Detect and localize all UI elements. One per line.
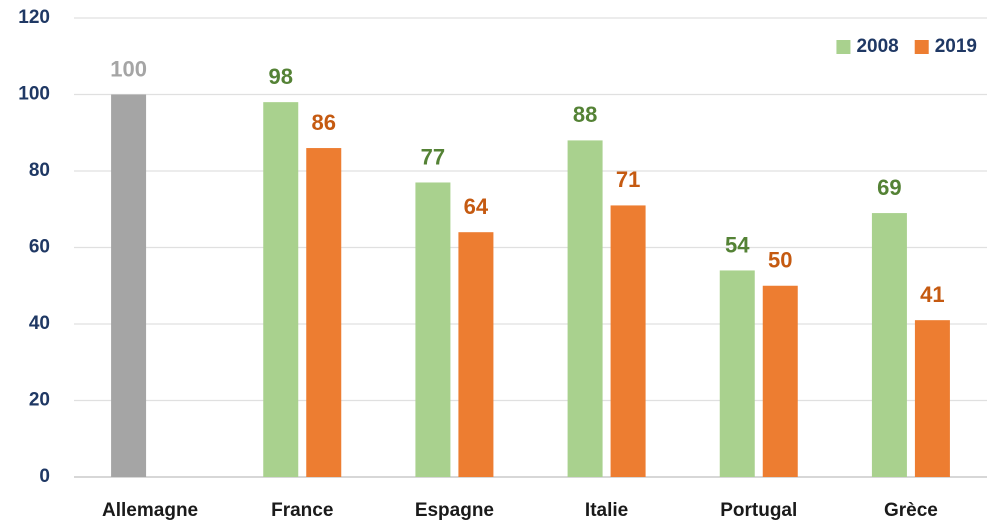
data-label: 54: [725, 232, 750, 257]
x-tick-label: Allemagne: [102, 500, 198, 521]
y-tick-label: 80: [29, 160, 50, 181]
x-tick-label: France: [271, 500, 333, 521]
data-label: 71: [616, 167, 640, 192]
data-label: 50: [768, 248, 792, 273]
bar: [263, 102, 299, 478]
y-tick-label: 0: [39, 466, 50, 487]
data-label: 100: [110, 56, 147, 81]
bar: [871, 213, 907, 477]
data-label: 86: [312, 110, 336, 135]
data-label: 41: [920, 282, 944, 307]
bar: [610, 205, 646, 478]
x-tick-label: Espagne: [415, 500, 494, 521]
data-label: 98: [269, 64, 293, 89]
bar: [567, 140, 603, 477]
legend-label: 2008: [856, 36, 898, 57]
data-label: 64: [464, 194, 489, 219]
bar: [914, 320, 950, 477]
x-tick-label: Grèce: [884, 500, 938, 521]
bar: [415, 182, 451, 477]
x-tick-label: Italie: [585, 500, 628, 521]
legend-swatch: [836, 40, 851, 54]
bar: [458, 232, 494, 477]
y-tick-label: 100: [18, 84, 50, 105]
data-label: 88: [573, 102, 597, 127]
x-tick-label: Portugal: [720, 500, 797, 521]
legend-swatch: [914, 40, 929, 54]
bar: [111, 94, 147, 477]
y-tick-label: 60: [29, 237, 50, 258]
y-tick-label: 40: [29, 313, 50, 334]
bar: [719, 270, 755, 477]
y-tick-label: 120: [18, 7, 50, 28]
legend-label: 2019: [935, 36, 977, 57]
bar: [306, 148, 342, 478]
data-label: 69: [877, 175, 901, 200]
bar: [762, 285, 798, 477]
data-label: 77: [421, 144, 445, 169]
y-tick-label: 20: [29, 390, 50, 411]
